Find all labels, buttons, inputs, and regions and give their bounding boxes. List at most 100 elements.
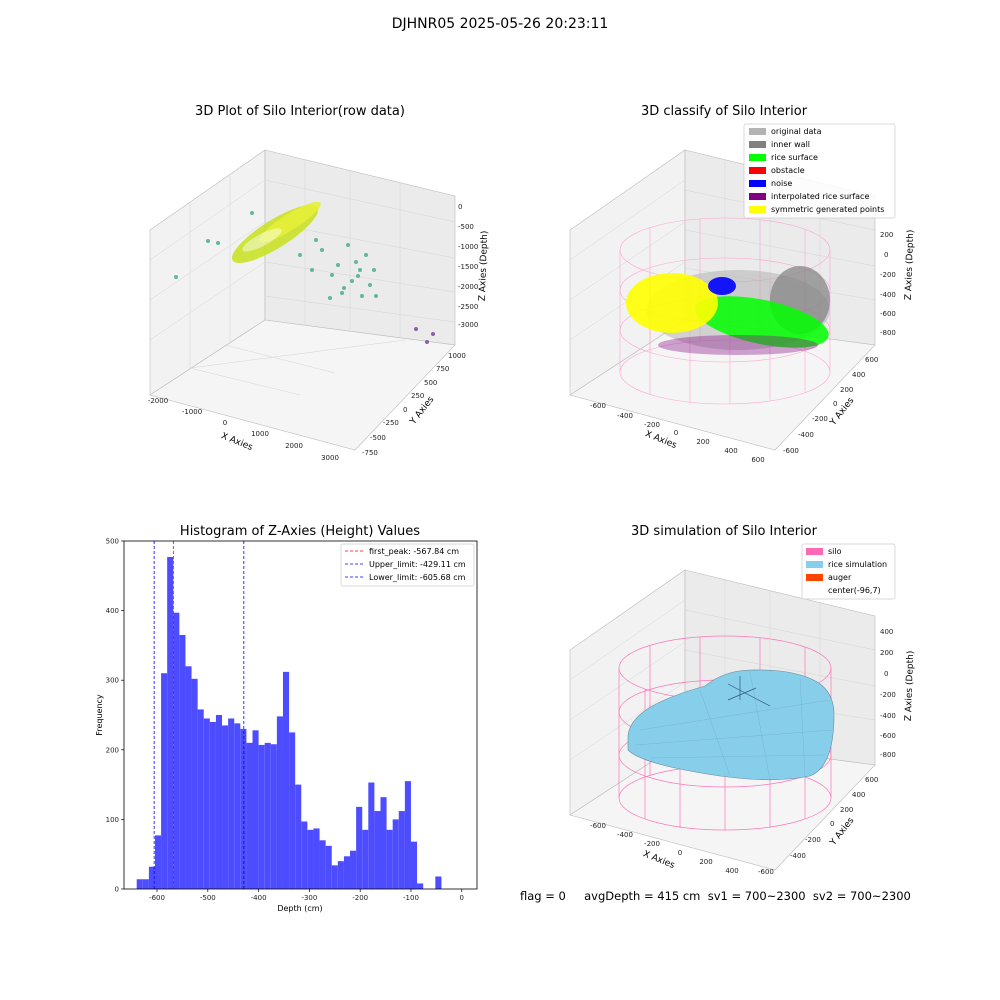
histogram-bar [215, 715, 223, 889]
x-tick-label: 0 [460, 894, 464, 902]
legend-label: inner wall [771, 140, 810, 149]
histogram-bar [167, 557, 174, 889]
raw-data-3d-plot: -2000 -1000 0 1000 2000 3000 -750 -500 -… [148, 149, 490, 462]
histogram-bar [136, 879, 143, 889]
legend-swatch [749, 180, 766, 187]
histogram-bar [362, 829, 369, 889]
x-tick-label: -400 [251, 894, 267, 902]
raw-cloud [231, 201, 321, 264]
histogram-bar [222, 725, 229, 889]
histogram-bar [337, 861, 344, 889]
p4-ytick-2: -400 [790, 852, 806, 860]
sparse-points [174, 211, 378, 300]
p4-ytick-1: -600 [758, 868, 774, 876]
histogram-bar [410, 841, 418, 889]
p1-ytick-3: -250 [383, 419, 399, 427]
p2-xtick-3: -200 [644, 421, 660, 429]
p2-xtick-6: 400 [724, 447, 737, 455]
p1-ytick-1: -750 [362, 449, 378, 457]
legend-label: obstacle [771, 166, 805, 175]
histogram-bar [185, 666, 192, 889]
legend-swatch [806, 548, 823, 555]
p4-ytick-4: 0 [830, 820, 834, 828]
histogram-bar [289, 732, 296, 889]
histogram-bar [374, 811, 381, 889]
legend-label: original data [771, 127, 822, 136]
rice-surface-cloud [695, 296, 829, 348]
x-tick-label: -600 [149, 894, 165, 902]
histogram-bar [295, 784, 302, 889]
p2-ztick-1: 200 [880, 231, 893, 239]
histogram-x-ticks: -600 -500 -400 -300 -200 -100 0 [149, 889, 464, 902]
histogram-bar [179, 634, 186, 889]
p2-ztick-3: -200 [880, 271, 896, 279]
histogram-bar [209, 721, 216, 889]
histogram-bar [386, 829, 393, 889]
hist-ylabel: Frequency [95, 694, 104, 736]
x-tick-label: -200 [352, 894, 368, 902]
histogram-bar [343, 856, 351, 889]
histogram-legend: first_peak: -567.84 cm Upper_limit: -429.… [340, 543, 475, 587]
p4-ytick-6: 400 [852, 791, 865, 799]
p1-xtick-6: 3000 [321, 454, 339, 462]
p1-xtick-1: -2000 [148, 397, 168, 405]
histogram-bar [350, 850, 357, 889]
p1-zlabel: Z Axies (Depth) [478, 231, 490, 302]
histogram-bar [276, 716, 283, 889]
p2-ztick-6: -800 [880, 329, 896, 337]
legend-swatch [749, 167, 766, 174]
histogram-bar [161, 673, 168, 889]
p4-xtick-4: 0 [678, 849, 682, 857]
histogram-bar [270, 744, 277, 889]
histogram-bar [203, 718, 210, 889]
p4-ztick-1: 400 [880, 628, 893, 636]
far-points [414, 327, 435, 344]
y-tick-label: 0 [115, 886, 119, 894]
histogram-bars [136, 557, 442, 889]
legend-label: rice surface [771, 153, 818, 162]
histogram-bar [154, 835, 162, 889]
legend-label: silo [828, 547, 842, 556]
histogram-bar [234, 723, 241, 889]
figure-suptitle: DJHNR05 2025-05-26 20:23:11 [391, 16, 609, 32]
p2-xtick-1: -600 [590, 402, 606, 410]
histogram-bar [331, 865, 338, 889]
p1-ztick-6: -2500 [458, 303, 478, 311]
p2-ztick-4: -400 [880, 291, 896, 299]
histogram-bar [282, 671, 290, 889]
histogram-bar [392, 819, 399, 889]
x-tick-label: -100 [403, 894, 419, 902]
histogram-bar [325, 845, 332, 889]
histogram-bar [398, 811, 405, 889]
p4-ztick-3: 0 [884, 670, 888, 678]
panel2-title: 3D classify of Silo Interior [640, 104, 808, 119]
legend-label: first_peak: -567.84 cm [369, 547, 459, 556]
histogram-bar [173, 612, 180, 889]
p1-ytick-8: 1000 [448, 352, 466, 360]
noise-cloud [708, 277, 736, 295]
p4-xtick-1: -600 [590, 822, 606, 830]
y-tick-label: 400 [106, 607, 119, 615]
p1-xtick-4: 1000 [251, 430, 269, 438]
main-cloud-inner [259, 201, 321, 243]
p2-xtick-2: -400 [617, 412, 633, 420]
histogram-bar [368, 782, 375, 889]
legend-swatch [749, 141, 766, 148]
histogram-bar [404, 781, 411, 889]
legend-label: symmetric generated points [771, 205, 884, 214]
classify-legend: original data inner wall rice surface obsta… [743, 123, 896, 219]
p1-xlabel: X Axies [219, 431, 254, 453]
legend-label: center(-96,7) [828, 586, 881, 595]
p1-ztick-5: -2000 [458, 283, 478, 291]
legend-swatch [749, 206, 766, 213]
p1-xtick-5: 2000 [285, 442, 303, 450]
histogram-y-ticks: 0 100 200 300 400 500 [106, 538, 124, 894]
p2-ytick-1: -600 [783, 447, 799, 455]
x-tick-label: -300 [301, 894, 317, 902]
panel4-title: 3D simulation of Silo Interior [631, 524, 817, 539]
p1-ytick-5: 250 [411, 392, 424, 400]
p2-ytick-5: 200 [840, 386, 853, 394]
p4-ytick-7: 600 [865, 776, 878, 784]
p4-zlabel: Z Axies (Depth) [904, 651, 916, 722]
histogram-bar [228, 718, 235, 889]
